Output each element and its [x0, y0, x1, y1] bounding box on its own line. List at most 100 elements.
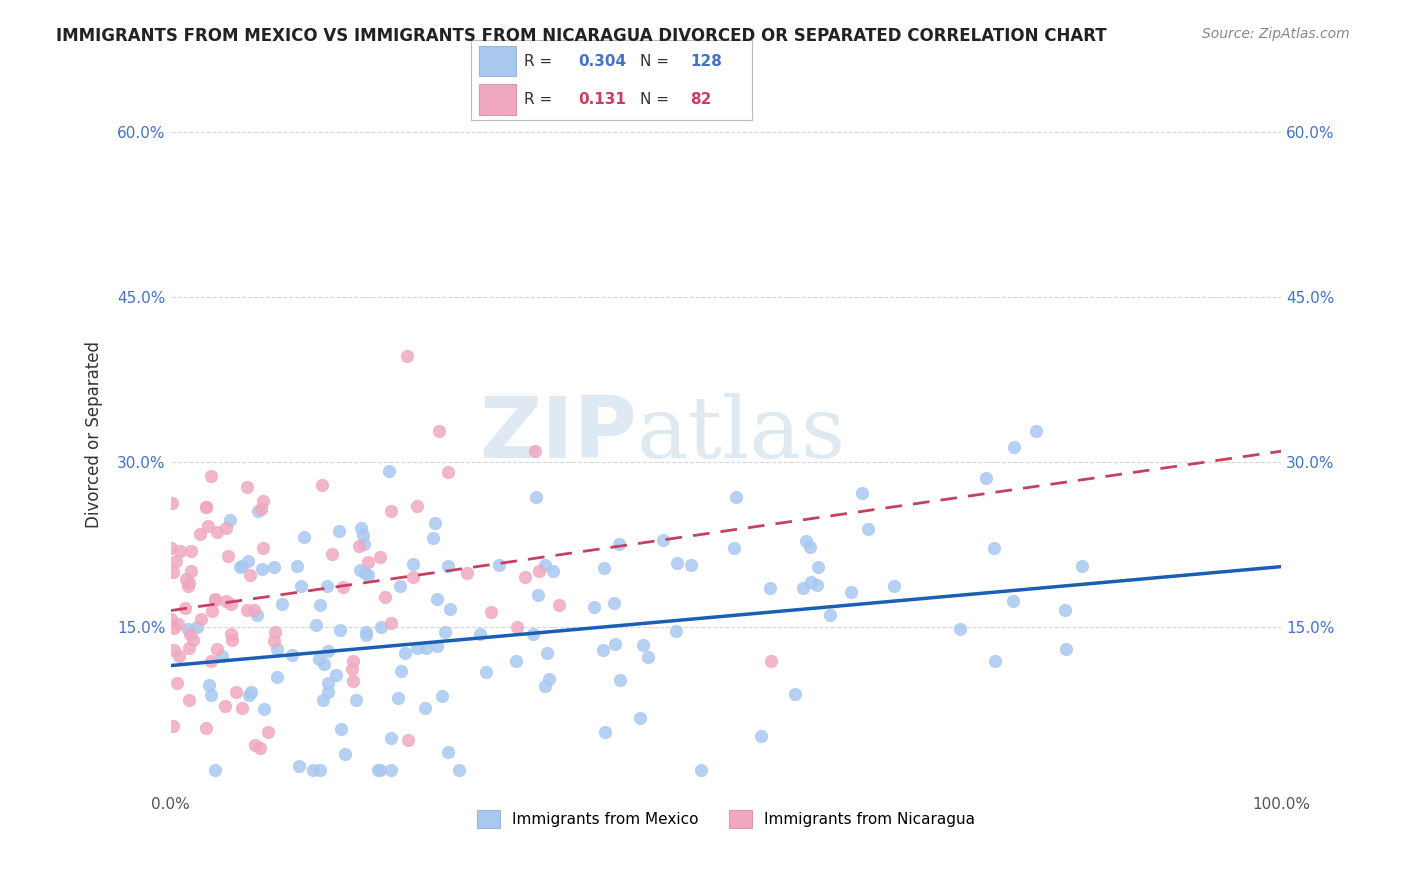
Point [312, 693, 335, 707]
Point [631, 638, 654, 652]
Point [311, 478, 333, 492]
Point [312, 657, 335, 671]
Point [806, 578, 828, 592]
Point [593, 560, 616, 574]
Point [349, 563, 371, 577]
Point [851, 485, 873, 500]
Point [176, 579, 198, 593]
Point [799, 540, 821, 554]
Point [368, 549, 391, 564]
Point [582, 599, 605, 614]
Point [215, 594, 238, 608]
Point [163, 643, 186, 657]
Point [316, 676, 339, 690]
Point [427, 424, 450, 438]
Point [548, 598, 571, 612]
Point [794, 533, 817, 548]
Point [308, 652, 330, 666]
Point [524, 490, 547, 504]
Point [190, 612, 212, 626]
Point [422, 531, 444, 545]
Point [342, 673, 364, 688]
Text: ZIP: ZIP [479, 393, 637, 476]
Point [162, 496, 184, 510]
Point [354, 566, 377, 580]
Point [243, 738, 266, 752]
Point [415, 641, 437, 656]
Point [332, 580, 354, 594]
Point [198, 678, 221, 692]
Point [541, 564, 564, 578]
Point [309, 763, 332, 777]
Point [432, 689, 454, 703]
Text: N =: N = [640, 54, 673, 69]
Point [180, 544, 202, 558]
Point [328, 524, 350, 538]
Point [159, 612, 181, 626]
Point [239, 568, 262, 582]
Point [215, 520, 238, 534]
Point [217, 549, 239, 563]
Text: R =: R = [524, 92, 558, 107]
Point [167, 616, 190, 631]
Point [806, 559, 828, 574]
Point [243, 603, 266, 617]
Point [380, 731, 402, 745]
Point [758, 581, 780, 595]
Point [380, 763, 402, 777]
Point [357, 568, 380, 582]
Point [468, 627, 491, 641]
Point [1002, 440, 1025, 454]
Point [195, 721, 218, 735]
Point [257, 725, 280, 739]
Text: 0.131: 0.131 [578, 92, 626, 107]
Point [183, 633, 205, 648]
Point [318, 684, 340, 698]
Point [333, 747, 356, 762]
Point [353, 537, 375, 551]
Point [522, 626, 544, 640]
Point [783, 687, 806, 701]
Point [534, 558, 557, 572]
Point [236, 603, 259, 617]
Point [426, 639, 449, 653]
Point [281, 648, 304, 663]
Point [593, 725, 616, 739]
Point [665, 624, 688, 638]
Point [316, 579, 339, 593]
Point [1071, 558, 1094, 573]
Point [162, 718, 184, 732]
Point [174, 600, 197, 615]
Point [285, 558, 308, 573]
Point [592, 643, 614, 657]
Point [357, 555, 380, 569]
Point [370, 619, 392, 633]
Point [321, 547, 343, 561]
Point [396, 350, 419, 364]
Point [725, 490, 748, 504]
Point [205, 642, 228, 657]
Point [344, 693, 367, 707]
Point [984, 655, 1007, 669]
Point [406, 640, 429, 655]
Point [856, 522, 879, 536]
Point [352, 528, 374, 542]
Point [204, 592, 226, 607]
Point [534, 679, 557, 693]
Point [1001, 594, 1024, 608]
Point [800, 575, 823, 590]
Point [263, 634, 285, 648]
Bar [479, 45, 516, 77]
Point [437, 558, 460, 573]
Point [167, 648, 190, 663]
Point [194, 500, 217, 515]
Point [689, 763, 711, 777]
Point [1025, 424, 1047, 438]
Text: R =: R = [524, 54, 558, 69]
Point [201, 605, 224, 619]
Point [681, 558, 703, 573]
Point [197, 519, 219, 533]
Point [200, 468, 222, 483]
Point [983, 541, 1005, 556]
Point [340, 662, 363, 676]
